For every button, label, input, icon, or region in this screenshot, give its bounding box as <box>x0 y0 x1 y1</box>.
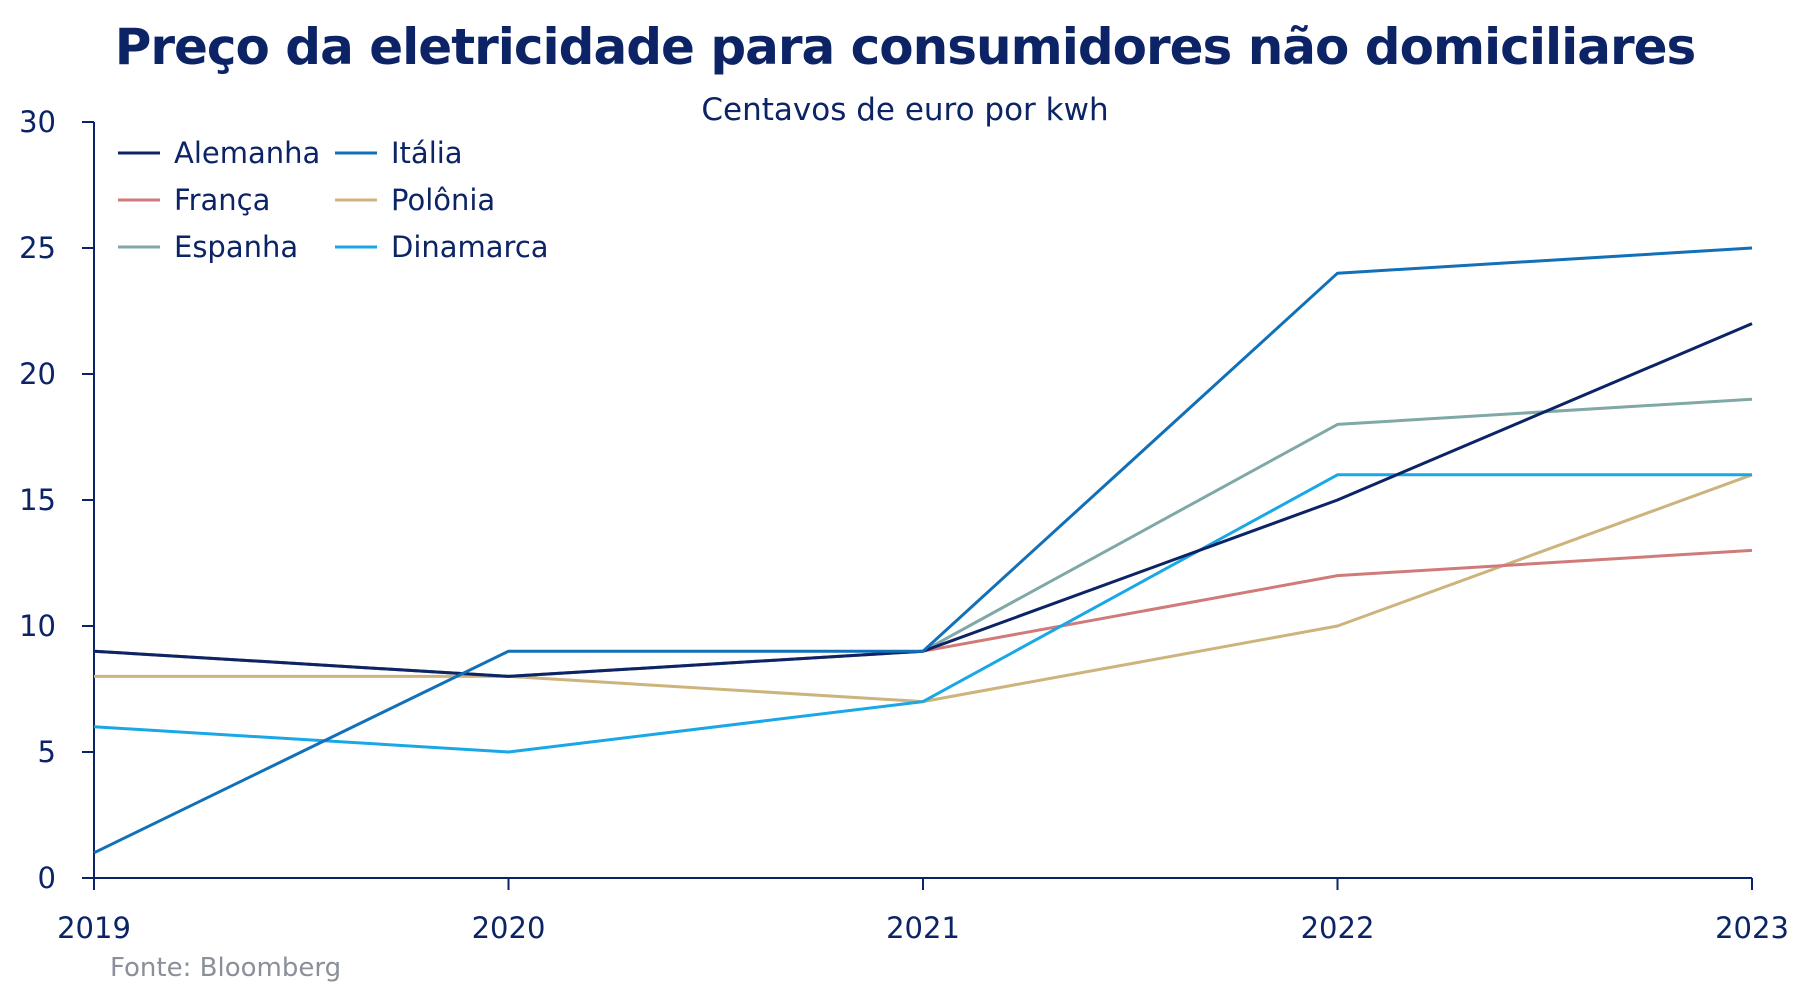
legend-label-franca: França <box>174 183 270 217</box>
series-line-alemanha <box>93 322 1753 678</box>
series-line-franca <box>93 548 1753 678</box>
x-tick-label: 2022 <box>1301 911 1375 945</box>
y-tick-label: 20 <box>19 357 56 391</box>
y-tick-label: 15 <box>19 483 56 517</box>
series-line-italia <box>93 246 1753 855</box>
chart-title: Preço da eletricidade para consumidores … <box>114 18 1697 76</box>
x-tick-label: 2020 <box>472 911 546 945</box>
x-tick-label: 2023 <box>1715 911 1789 945</box>
legend-label-espanha: Espanha <box>174 230 298 264</box>
series-line-dinamarca <box>93 473 1752 754</box>
chart-subtitle: Centavos de euro por kwh <box>701 92 1109 128</box>
y-tick-label: 10 <box>19 609 56 643</box>
legend-label-polonia: Polônia <box>391 183 495 217</box>
chart-axes: 0 5 10 15 20 25 30 2019 2020 2021 2022 2023 <box>19 105 1789 945</box>
series-line-espanha <box>93 397 1753 678</box>
legend-label-italia: Itália <box>391 136 463 170</box>
legend-label-alemanha: Alemanha <box>174 136 320 170</box>
y-tick-label: 5 <box>38 735 56 769</box>
y-tick-label: 30 <box>19 105 56 139</box>
y-tick-label: 25 <box>19 231 56 265</box>
x-tick-label: 2019 <box>57 911 131 945</box>
chart-source: Fonte: Bloomberg <box>110 953 342 983</box>
x-tick-label: 2021 <box>886 911 960 945</box>
legend-label-dinamarca: Dinamarca <box>391 230 549 264</box>
chart-legend: Alemanha Itália França Polônia Espanha Dinama… <box>118 136 549 264</box>
chart-series-lines <box>93 246 1753 855</box>
y-tick-label: 0 <box>38 861 56 895</box>
